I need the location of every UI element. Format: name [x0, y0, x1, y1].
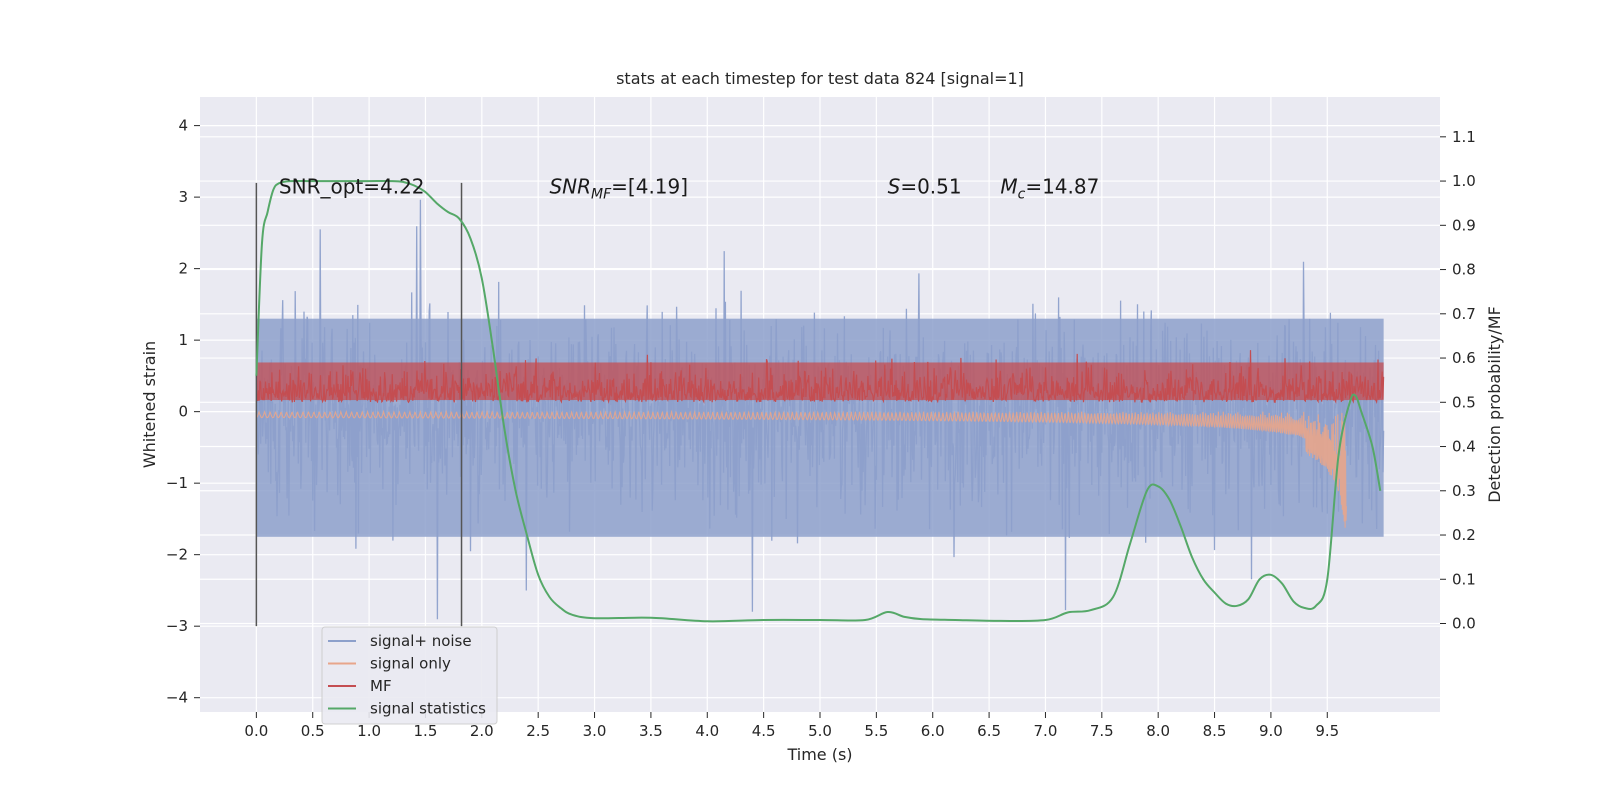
- y-right-tick-label: 0.8: [1452, 261, 1476, 279]
- annotations: SNR_opt=4.22 SNRMF=[4.19] S=0.51 Mc=14.87: [279, 174, 1099, 202]
- y-tick-label: −2: [166, 546, 188, 564]
- y-right-tick-label: 1.0: [1452, 172, 1476, 190]
- vertical-markers: [255, 182, 463, 627]
- line-signal-only: [256, 409, 1347, 528]
- y-tick-label: 4: [178, 117, 188, 135]
- x-tick-label: 5.5: [864, 722, 888, 740]
- y-tick-label: 3: [178, 188, 188, 206]
- y-tick-label: −1: [166, 474, 188, 492]
- y-right-tick-label: 0.6: [1452, 349, 1476, 367]
- x-tick-label: 8.5: [1203, 722, 1227, 740]
- y-right-tick-label: 0.5: [1452, 393, 1476, 411]
- band-mf: [256, 362, 1384, 401]
- x-tick-label: 4.0: [695, 722, 719, 740]
- legend-label-1: signal only: [370, 655, 451, 673]
- y-axis-right-label: Detection probability/MF: [1485, 306, 1504, 503]
- x-tick-label: 3.0: [583, 722, 607, 740]
- x-tick-label: 2.5: [526, 722, 550, 740]
- legend-box: [321, 626, 498, 725]
- axis-ticks: 0.0 0.5 1.0 1.5 2.0 2.5 3.0 3.5 4.0 4.5 5.0 5.5 6.0 6…: [166, 117, 1476, 740]
- y-tick-label: 0: [178, 403, 188, 421]
- x-tick-label: 9.0: [1259, 722, 1283, 740]
- x-axis-label: Time (s): [786, 745, 852, 764]
- legend-label-3: signal statistics: [370, 700, 486, 718]
- legend-label-0: signal+ noise: [370, 632, 472, 650]
- y-right-tick-label: 0.2: [1452, 526, 1476, 544]
- series-mf: [255, 350, 1385, 404]
- y-tick-label: −4: [166, 689, 188, 707]
- y-tick-label: −3: [166, 617, 188, 635]
- annotation-0: SNR_opt=4.22: [279, 174, 425, 198]
- series-signal-noise: [255, 199, 1385, 620]
- x-tick-label: 5.0: [808, 722, 832, 740]
- y-right-tick-label: 1.1: [1452, 128, 1476, 146]
- series-signal-only: [256, 409, 1347, 528]
- legend: signal+ noise signal only MF signal statist…: [321, 626, 498, 725]
- annotation-2: S=0.51: [888, 174, 962, 198]
- band-signal-noise: [256, 318, 1384, 537]
- x-tick-label: 0.0: [244, 722, 268, 740]
- x-tick-label: 6.5: [977, 722, 1001, 740]
- x-tick-label: 9.5: [1315, 722, 1339, 740]
- x-tick-label: 7.0: [1034, 722, 1058, 740]
- x-tick-label: 3.5: [639, 722, 663, 740]
- y-right-tick-label: 0.7: [1452, 305, 1476, 323]
- x-tick-label: 1.0: [357, 722, 381, 740]
- x-tick-label: 7.5: [1090, 722, 1114, 740]
- y-right-tick-label: 0.0: [1452, 615, 1476, 633]
- y-tick-label: 2: [178, 260, 188, 278]
- annotation-1: SNRMF=[4.19]: [549, 174, 688, 202]
- line-signal-statistics: [255, 179, 1382, 623]
- y-right-tick-label: 0.1: [1452, 570, 1476, 588]
- y-right-tick-label: 0.3: [1452, 482, 1476, 500]
- x-tick-label: 2.0: [470, 722, 494, 740]
- y-axis-label: Whitened strain: [140, 341, 159, 468]
- x-tick-label: 0.5: [301, 722, 325, 740]
- x-tick-label: 6.0: [921, 722, 945, 740]
- y-right-tick-label: 0.4: [1452, 438, 1476, 456]
- y-tick-label: 1: [178, 331, 188, 349]
- x-tick-label: 1.5: [414, 722, 438, 740]
- y-right-tick-label: 0.9: [1452, 216, 1476, 234]
- x-tick-label: 4.5: [752, 722, 776, 740]
- annotation-3: Mc=14.87: [1000, 174, 1099, 202]
- legend-label-2: MF: [370, 677, 392, 695]
- chart-title: stats at each timestep for test data 824…: [616, 69, 1024, 88]
- x-tick-label: 8.0: [1146, 722, 1170, 740]
- series-signal-statistics: [255, 179, 1382, 623]
